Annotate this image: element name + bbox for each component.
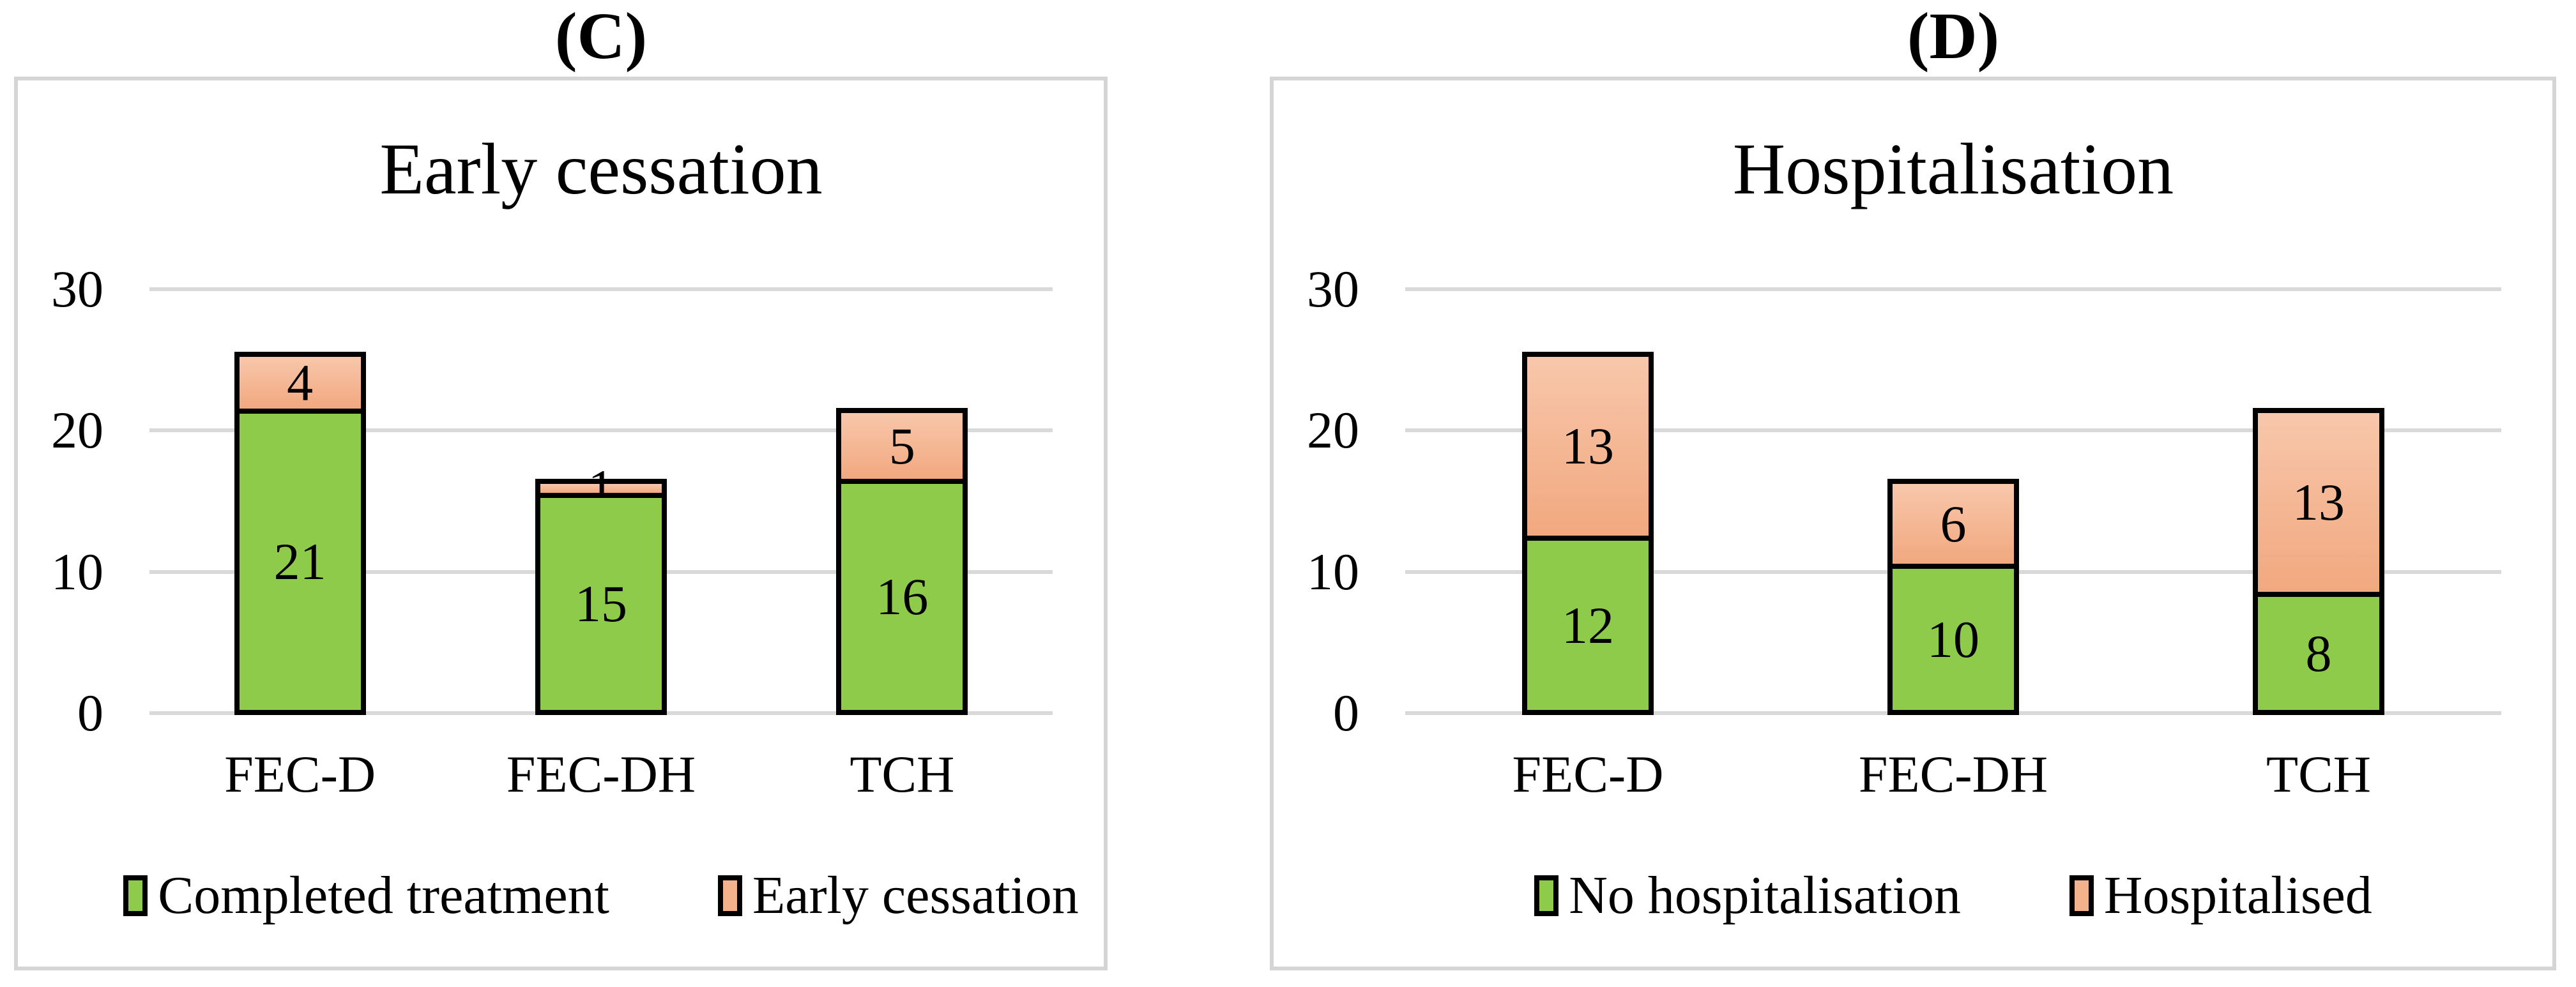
- legend-label: No hospitalisation: [1569, 866, 1961, 925]
- stacked-bar-TCH: 13 8: [2253, 408, 2384, 715]
- legend-item: No hospitalisation: [1534, 866, 1961, 925]
- value-label: 15: [575, 575, 627, 633]
- bar-segment-top: 4: [239, 353, 361, 414]
- legend-swatch-icon: [123, 875, 148, 916]
- value-label: 21: [273, 532, 326, 591]
- value-label: 5: [888, 416, 915, 475]
- legend-swatch-icon: [2069, 875, 2094, 916]
- legend-label: Hospitalised: [2103, 866, 2372, 925]
- legend-item: Completed treatment: [123, 866, 609, 925]
- stacked-bar-TCH: 5 16: [836, 408, 968, 715]
- bar-segment-bottom: 15: [540, 498, 662, 710]
- value-label: 8: [2305, 624, 2332, 682]
- plot-area: 30 20 10 0 13 12 FEC-D 6 10 FEC-DH 13 8 TCH: [1307, 260, 2501, 803]
- legend: Completed treatment Early cessation: [123, 866, 1079, 925]
- legend: No hospitalisation Hospitalised: [1405, 866, 2501, 925]
- panel-hospitalisation: Hospitalisation 30 20 10 0 13 12 FEC-D 6 10 FEC-D…: [1270, 77, 2556, 970]
- value-label: 10: [1927, 610, 1979, 668]
- bar-segment-bottom: 10: [1893, 569, 2014, 710]
- legend-item: Hospitalised: [2069, 866, 2372, 925]
- legend-item: Early cessation: [717, 866, 1079, 925]
- gridline-y-30: [149, 287, 1053, 291]
- value-label: 12: [1562, 596, 1614, 654]
- value-label: 4: [287, 353, 314, 412]
- panel-early-cessation: Early cessation 30 20 10 0 4 21 FEC-D 1 15 FEC-DH…: [14, 77, 1108, 970]
- y-axis-tick-label: 20: [1307, 401, 1359, 460]
- panel-label-d: (D): [1907, 0, 2000, 73]
- bar-segment-top: 1: [540, 462, 662, 515]
- y-axis-tick-label: 20: [51, 401, 103, 460]
- y-axis-tick-label: 10: [51, 542, 103, 601]
- bar-segment-top: 5: [841, 413, 963, 484]
- x-axis-label-FEC-DH: FEC-DH: [1858, 745, 2048, 803]
- value-label: 13: [1562, 417, 1614, 475]
- bar-segment-top: 13: [2258, 413, 2379, 597]
- chart-title: Early cessation: [379, 128, 823, 209]
- bar-segment-bottom: 21: [239, 414, 361, 710]
- x-axis-label-FEC-D: FEC-D: [224, 745, 376, 803]
- y-axis-tick-label: 0: [77, 684, 103, 742]
- stacked-bar-FEC-D: 13 12: [1522, 352, 1654, 715]
- bar-segment-top: 13: [1527, 357, 1649, 541]
- y-axis-tick-label: 30: [1307, 260, 1359, 318]
- y-axis-tick-label: 30: [51, 260, 103, 318]
- stacked-bar-FEC-D: 4 21: [234, 352, 366, 715]
- stacked-bar-FEC-DH: 6 10: [1887, 479, 2019, 715]
- y-axis-tick-label: 10: [1307, 542, 1359, 601]
- bar-segment-bottom: 16: [841, 484, 963, 710]
- value-label: 16: [876, 568, 929, 626]
- x-axis-label-FEC-DH: FEC-DH: [506, 745, 696, 803]
- x-axis-label-TCH: TCH: [850, 745, 955, 803]
- legend-swatch-icon: [717, 875, 742, 916]
- gridline-y-30: [1405, 287, 2501, 291]
- chart-title: Hospitalisation: [1732, 128, 2174, 209]
- gridline-y-20: [149, 428, 1053, 433]
- value-label: 6: [1940, 494, 1967, 553]
- legend-swatch-icon: [1534, 875, 1559, 916]
- x-axis-label-TCH: TCH: [2266, 745, 2371, 803]
- value-label: 13: [2292, 473, 2345, 531]
- plot-area: 30 20 10 0 4 21 FEC-D 1 15 FEC-DH 5 16 TCH: [51, 260, 1053, 803]
- x-axis-label-FEC-D: FEC-D: [1512, 745, 1664, 803]
- legend-label: Early cessation: [752, 866, 1079, 925]
- stacked-bar-FEC-DH: 1 15: [535, 462, 667, 715]
- gridline-y-20: [1405, 428, 2501, 433]
- bar-segment-bottom: 8: [2258, 597, 2379, 710]
- bar-segment-bottom: 12: [1527, 541, 1649, 710]
- bar-segment-top: 6: [1893, 484, 2014, 569]
- y-axis-tick-label: 0: [1333, 684, 1359, 742]
- legend-label: Completed treatment: [158, 866, 609, 925]
- panel-label-c: (C): [554, 0, 648, 73]
